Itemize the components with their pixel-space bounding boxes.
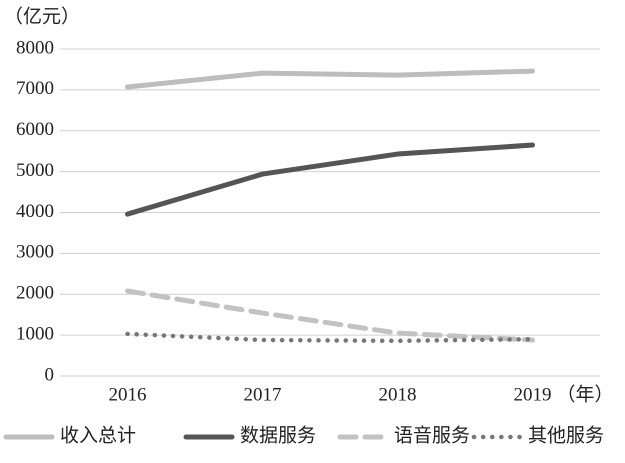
series-line — [125, 142, 535, 217]
x-tick-label: 2018 — [379, 384, 417, 405]
legend-label: 收入总计 — [60, 424, 136, 446]
legend-label: 其他服务 — [528, 424, 604, 446]
series-line — [125, 68, 535, 90]
x-tick-label: 2017 — [244, 384, 282, 405]
y-tick-label: 2000 — [16, 283, 54, 304]
legend-label: 数据服务 — [240, 424, 316, 446]
y-tick-label: 0 — [45, 364, 55, 385]
y-tick-label: 4000 — [16, 201, 54, 222]
y-tick-label: 7000 — [16, 78, 54, 99]
x-tick-label: 2019 — [514, 384, 552, 405]
series-line — [125, 288, 535, 343]
y-tick-label: 5000 — [16, 160, 54, 181]
series-line — [125, 331, 535, 344]
y-axis-label: （亿元） — [4, 5, 80, 27]
y-tick-label: 8000 — [16, 37, 54, 58]
y-tick-label: 1000 — [16, 323, 54, 344]
x-tick-label: 2016 — [109, 384, 147, 405]
y-tick-label: 3000 — [16, 242, 54, 263]
y-tick-label: 6000 — [16, 119, 54, 140]
x-axis-label: （年） — [557, 383, 614, 405]
legend-label: 语音服务 — [394, 424, 470, 446]
